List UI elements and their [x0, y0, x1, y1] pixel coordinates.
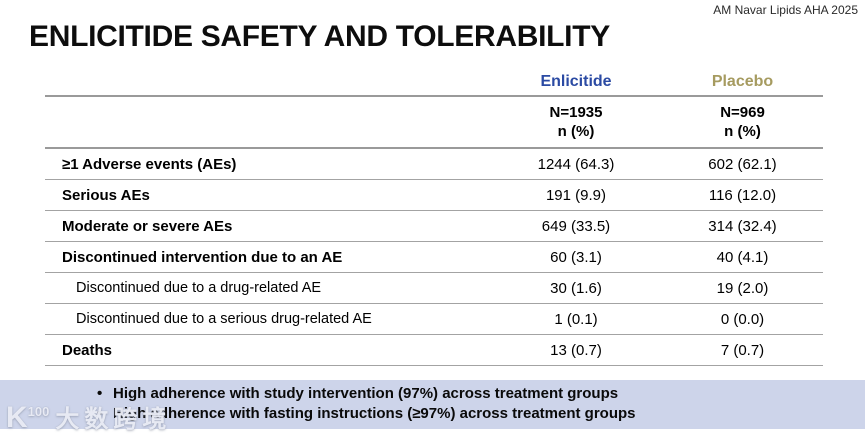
n-unit: n (%) [557, 123, 595, 140]
placebo-value: 602 (62.1) [662, 148, 823, 180]
row-label: Discontinued intervention due to an AE [45, 241, 490, 273]
placebo-value: 314 (32.4) [662, 210, 823, 242]
table-row: ≥1 Adverse events (AEs) 1244 (64.3) 602 … [45, 148, 823, 180]
enlicitide-value: 191 (9.9) [490, 179, 662, 211]
enlicitide-value: 60 (3.1) [490, 241, 662, 273]
col-header-placebo: Placebo [662, 68, 823, 97]
summary-bullet-list: • High adherence with study intervention … [0, 380, 865, 424]
table-header-n: N=1935 n (%) N=969 n (%) [45, 96, 823, 149]
empty-header-cell [45, 96, 490, 149]
row-label: ≥1 Adverse events (AEs) [45, 148, 490, 180]
watermark-brand-text: 大数跨境 [55, 406, 172, 433]
table-row: Discontinued intervention due to an AE 6… [45, 241, 823, 273]
row-label: Discontinued due to a drug-related AE [45, 272, 490, 304]
row-label: Deaths [45, 334, 490, 366]
placebo-value: 40 (4.1) [662, 241, 823, 273]
summary-callout-box: • High adherence with study intervention … [0, 380, 865, 429]
row-label: Discontinued due to a serious drug-relat… [45, 303, 490, 335]
summary-bullet: • High adherence with fasting instruction… [97, 404, 865, 424]
table-header-groups: Enlicitide Placebo [45, 68, 823, 97]
bullet-icon: • [97, 405, 103, 422]
table-row: Moderate or severe AEs 649 (33.5) 314 (3… [45, 210, 823, 242]
slide-title: ENLICITIDE SAFETY AND TOLERABILITY [29, 20, 610, 53]
placebo-value: 19 (2.0) [662, 272, 823, 304]
enlicitide-value: 13 (0.7) [490, 334, 662, 366]
enlicitide-value: 1244 (64.3) [490, 148, 662, 180]
row-label: Serious AEs [45, 179, 490, 211]
col-n-placebo: N=969 n (%) [662, 96, 823, 149]
n-value: N=1935 [549, 104, 603, 121]
enlicitide-value: 1 (0.1) [490, 303, 662, 335]
row-label: Moderate or severe AEs [45, 210, 490, 242]
n-unit: n (%) [724, 123, 761, 140]
col-n-enlicitide: N=1935 n (%) [490, 96, 662, 149]
placebo-value: 7 (0.7) [662, 334, 823, 366]
table-row-indented: Discontinued due to a serious drug-relat… [45, 303, 823, 335]
slide-credit: AM Navar Lipids AHA 2025 [713, 3, 858, 17]
safety-table: Enlicitide Placebo N=1935 n (%) N=969 n … [45, 68, 823, 366]
enlicitide-value: 30 (1.6) [490, 272, 662, 304]
enlicitide-value: 649 (33.5) [490, 210, 662, 242]
watermark: K100 大数跨境 [6, 399, 171, 435]
placebo-value: 0 (0.0) [662, 303, 823, 335]
col-header-enlicitide: Enlicitide [490, 68, 662, 97]
n-value: N=969 [720, 104, 765, 121]
table-row-indented: Discontinued due to a drug-related AE 30… [45, 272, 823, 304]
placebo-value: 116 (12.0) [662, 179, 823, 211]
watermark-logo-icon: K100 [6, 401, 50, 434]
table-row: Deaths 13 (0.7) 7 (0.7) [45, 334, 823, 366]
summary-bullet: • High adherence with study intervention … [97, 384, 865, 404]
bullet-text: High adherence with fasting instructions… [113, 405, 636, 422]
bullet-icon: • [97, 385, 103, 402]
empty-header-cell [45, 68, 490, 97]
bullet-text: High adherence with study intervention (… [113, 385, 619, 402]
table-row: Serious AEs 191 (9.9) 116 (12.0) [45, 179, 823, 211]
